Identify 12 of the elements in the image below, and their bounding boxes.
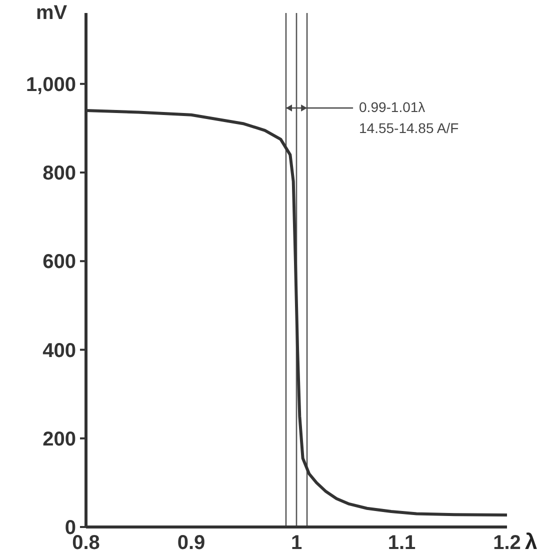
annotation: 0.99-1.01λ 14.55-14.85 A/F	[359, 98, 459, 138]
x-tick-label: 1.2	[493, 532, 521, 554]
x-tick-label: 0.9	[177, 532, 206, 554]
x-tick-label: 1.1	[388, 532, 416, 554]
y-tick-label: 1,000	[26, 74, 76, 96]
y-tick-label: 800	[42, 162, 76, 185]
x-tick-label: 1	[290, 532, 302, 554]
y-tick-label: 600	[42, 251, 76, 274]
y-tick-label: 400	[42, 340, 76, 362]
x-axis-title: λ	[525, 529, 538, 555]
y-tick-label: 200	[42, 428, 76, 450]
y-axis-title: mV	[36, 2, 68, 25]
